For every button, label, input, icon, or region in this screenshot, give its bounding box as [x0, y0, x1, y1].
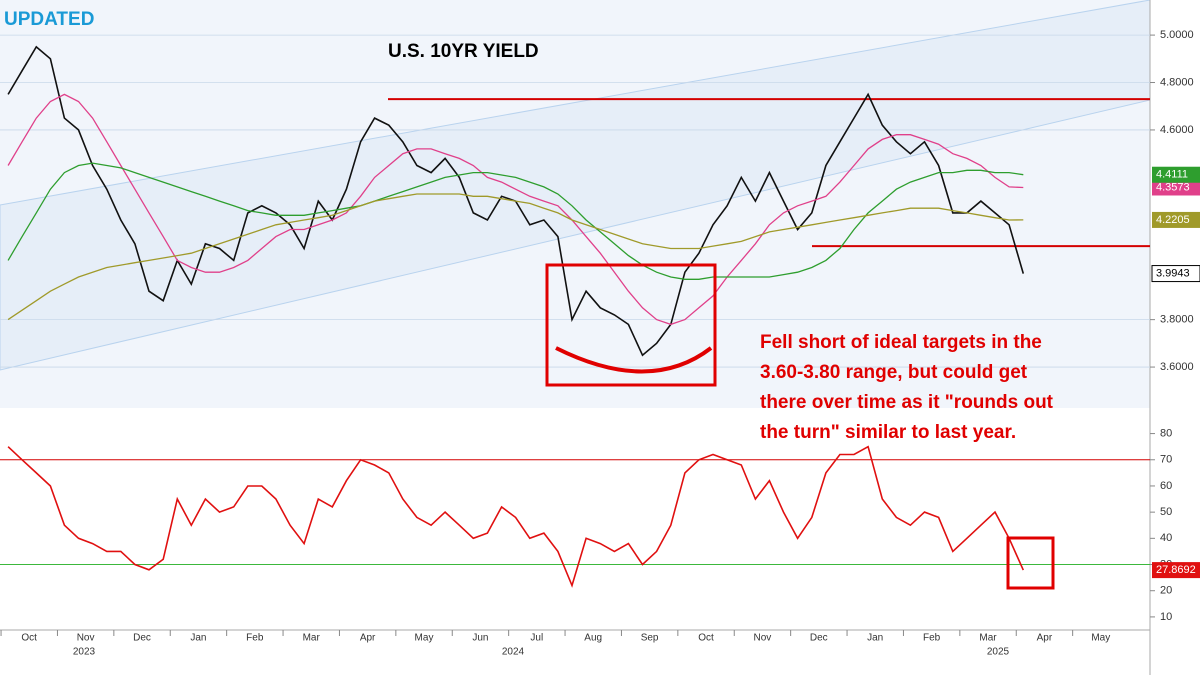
arc: [555, 346, 713, 374]
year-label: 2025: [987, 647, 1010, 658]
x-tick-label: Mar: [979, 633, 997, 644]
last-value-label: 4.3573: [1156, 181, 1190, 193]
x-tick-label: Dec: [810, 633, 828, 644]
x-tick-label: May: [1091, 633, 1110, 644]
value-box: [1152, 562, 1200, 579]
y-tick-label: 80: [1160, 427, 1172, 439]
x-tick-label: Sep: [641, 633, 659, 644]
x-tick-label: Jan: [867, 633, 883, 644]
x-tick-label: Dec: [133, 633, 151, 644]
x-tick-label: Mar: [303, 633, 321, 644]
y-tick-label: 5.0000: [1160, 29, 1194, 41]
series-line: [7, 445, 1025, 588]
badge: UPDATED: [4, 9, 94, 30]
y-tick-label: 50: [1160, 506, 1172, 518]
annotation: there over time as it "rounds out: [760, 392, 1054, 413]
x-tick-label: Jan: [190, 633, 206, 644]
x-tick-label: Oct: [698, 633, 714, 644]
annotation: 3.60-3.80 range, but could get: [760, 362, 1028, 383]
last-value-label: 27.8692: [1156, 564, 1196, 576]
annotation: Fell short of ideal targets in the: [760, 332, 1042, 353]
chart-title: U.S. 10YR YIELD: [388, 41, 539, 62]
x-tick-label: Nov: [77, 633, 95, 644]
y-tick-label: 60: [1160, 480, 1172, 492]
series-line: [7, 93, 1024, 326]
x-tick-label: Feb: [923, 633, 941, 644]
value-box: [1152, 211, 1200, 228]
value-box: [1151, 265, 1200, 283]
x-tick-label: Nov: [754, 633, 772, 644]
series-line: [7, 193, 1024, 321]
x-tick-label: Apr: [360, 633, 376, 644]
y-tick-label: 20: [1160, 585, 1172, 597]
series-line: [7, 162, 1024, 280]
y-tick-label: 4.6000: [1160, 124, 1194, 136]
highlight-box: [1006, 536, 1055, 590]
x-tick-label: Jun: [472, 633, 488, 644]
y-tick-label: 70: [1160, 454, 1172, 466]
x-tick-label: Apr: [1037, 633, 1053, 644]
x-tick-label: May: [415, 633, 434, 644]
value-box: [1152, 166, 1200, 183]
y-tick-label: 4.8000: [1160, 76, 1194, 88]
x-tick-label: Oct: [21, 633, 37, 644]
last-value-label: 3.9943: [1156, 267, 1190, 279]
last-value-label: 4.4111: [1156, 169, 1188, 181]
value-box: [1152, 179, 1200, 196]
last-value-label: 4.2205: [1156, 214, 1190, 226]
year-label: 2024: [502, 647, 525, 658]
year-label: 2023: [73, 647, 96, 658]
y-tick-label: 40: [1160, 532, 1172, 544]
x-tick-label: Jul: [530, 633, 543, 644]
rsi-panel: [0, 408, 1150, 630]
x-tick-label: Aug: [584, 633, 602, 644]
annotation: the turn" similar to last year.: [760, 422, 1016, 443]
y-tick-label: 3.8000: [1160, 314, 1194, 326]
y-tick-label: 10: [1160, 611, 1172, 623]
highlight-box: [545, 263, 717, 387]
y-tick-label: 3.6000: [1160, 361, 1194, 373]
x-tick-label: Feb: [246, 633, 264, 644]
